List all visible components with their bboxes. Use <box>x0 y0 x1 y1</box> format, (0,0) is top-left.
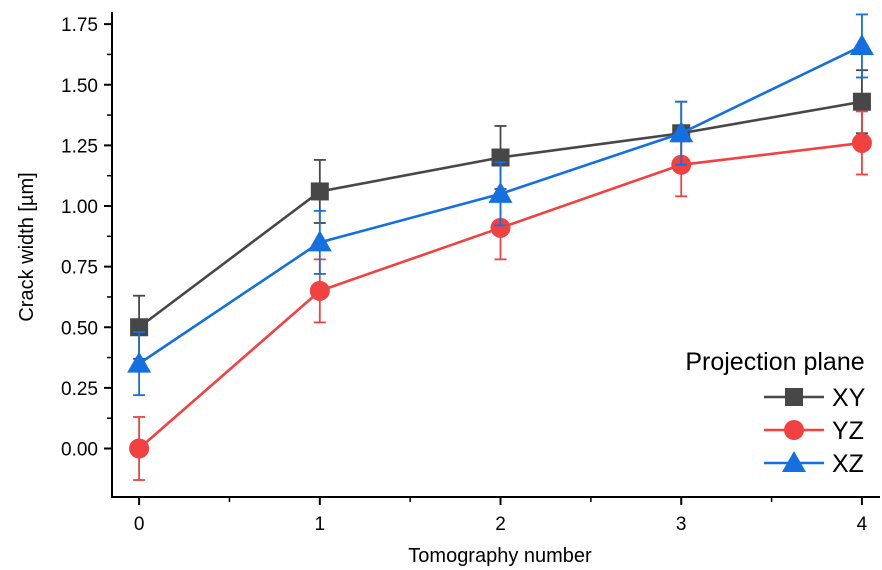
legend-item-yz: YZ <box>764 417 864 445</box>
legend-marker-xy <box>785 388 803 406</box>
series-xz <box>127 13 874 397</box>
series-layer <box>127 13 874 481</box>
point-xz <box>488 181 513 203</box>
point-yz <box>851 132 872 153</box>
y-tick-label: 1.00 <box>61 197 98 218</box>
y-tick-label: 0.25 <box>61 379 98 400</box>
y-tick-label: 1.25 <box>61 136 98 157</box>
point-yz <box>129 438 150 459</box>
x-tick-label: 1 <box>315 514 326 535</box>
legend: Projection plane XY YZ XZ <box>685 348 865 478</box>
point-xz <box>849 33 874 55</box>
x-tick-label: 4 <box>857 514 868 535</box>
y-tick-label: 0.00 <box>61 440 98 461</box>
legend-label-yz: YZ <box>832 417 864 445</box>
point-xy <box>310 182 329 201</box>
point-yz <box>309 280 330 301</box>
axes: 0.00 0.25 0.50 0.75 1.00 1.25 1.50 1.75 0 1 2 3 4 <box>61 12 880 535</box>
point-yz <box>490 217 511 238</box>
legend-title: Projection plane <box>685 348 864 376</box>
x-tick-label: 3 <box>676 514 687 535</box>
legend-label-xz: XZ <box>832 450 864 478</box>
legend-marker-yz <box>784 420 804 440</box>
legend-item-xy: XY <box>764 384 866 412</box>
legend-marker-xz <box>782 451 806 472</box>
y-tick-label: 1.75 <box>61 15 98 36</box>
y-tick-label: 0.50 <box>61 318 98 339</box>
point-xy <box>852 92 871 111</box>
point-xz <box>669 121 694 143</box>
x-axis-label: Tomography number <box>408 545 592 567</box>
point-xz <box>307 230 332 252</box>
y-tick-label: 1.50 <box>61 76 98 97</box>
x-tick-label: 0 <box>134 514 145 535</box>
point-xz <box>127 351 152 373</box>
x-tick-label: 2 <box>495 514 506 535</box>
series-yz <box>129 110 872 481</box>
y-axis-label: Crack width [µm] <box>16 172 38 321</box>
legend-item-xz: XZ <box>764 450 864 478</box>
legend-label-xy: XY <box>832 384 866 412</box>
y-tick-label: 0.75 <box>61 258 98 279</box>
